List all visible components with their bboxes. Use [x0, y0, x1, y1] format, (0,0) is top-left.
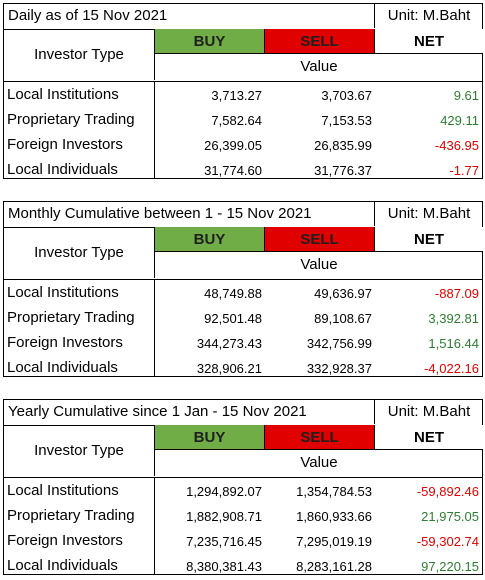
column-divider [154, 477, 155, 574]
value-header: Value [300, 256, 338, 273]
table-header: Investor Type BUY SELL NET Value [4, 227, 483, 280]
unit-label: Unit: M.Baht [374, 4, 483, 28]
net-value: 97,220.15 [421, 559, 479, 574]
table-title-row: Yearly Cumulative since 1 Jan - 15 Nov 2… [4, 400, 482, 426]
value-header: Value [300, 454, 338, 471]
table-header: Investor Type BUY SELL NET Value [4, 425, 483, 478]
table-header: Investor Type BUY SELL NET Value [4, 29, 483, 82]
yearly-table: Yearly Cumulative since 1 Jan - 15 Nov 2… [3, 399, 483, 575]
buy-value: 7,235,716.45 [186, 534, 262, 549]
net-value: -1.77 [449, 163, 479, 178]
buy-value: 31,774.60 [204, 163, 262, 178]
investor-type-header: Investor Type [4, 227, 155, 278]
investor-label: Local Institutions [7, 284, 119, 301]
unit-label: Unit: M.Baht [374, 202, 483, 226]
investor-type-header: Investor Type [4, 29, 155, 80]
daily-table: Daily as of 15 Nov 2021 Unit: M.Baht Inv… [3, 3, 483, 179]
sell-value: 31,776.37 [314, 163, 372, 178]
buy-value: 1,294,892.07 [186, 484, 262, 499]
investor-type-header: Investor Type [4, 425, 155, 476]
sell-value: 332,928.37 [306, 361, 372, 376]
column-divider [154, 81, 155, 178]
table-row: Local Institutions 1,294,892.07 1,354,78… [4, 478, 482, 503]
investor-label: Foreign Investors [7, 136, 123, 153]
table-title: Daily as of 15 Nov 2021 [8, 7, 168, 24]
investor-label: Proprietary Trading [7, 507, 135, 524]
investor-label: Proprietary Trading [7, 309, 135, 326]
table-row: Foreign Investors 344,273.43 342,756.99 … [4, 330, 482, 355]
table-row: Local Individuals 8,380,381.43 8,283,161… [4, 553, 482, 578]
buy-header: BUY [155, 227, 265, 252]
net-value: 9.61 [453, 88, 479, 103]
buy-value: 48,749.88 [204, 286, 262, 301]
table-title-row: Monthly Cumulative between 1 - 15 Nov 20… [4, 202, 482, 228]
sell-value: 7,295,019.19 [296, 534, 372, 549]
table-row: Proprietary Trading 7,582.64 7,153.53 42… [4, 107, 482, 132]
table-row: Proprietary Trading 1,882,908.71 1,860,9… [4, 503, 482, 528]
unit-label: Unit: M.Baht [374, 400, 483, 424]
net-value: -59,302.74 [416, 534, 479, 549]
sell-value: 7,153.53 [321, 113, 372, 128]
table-row: Local Individuals 328,906.21 332,928.37 … [4, 355, 482, 380]
sell-header: SELL [265, 227, 375, 252]
net-value: 21,975.05 [421, 509, 479, 524]
sell-value: 26,835.99 [314, 138, 372, 153]
buy-value: 3,713.27 [211, 88, 262, 103]
buy-value: 344,273.43 [196, 336, 262, 351]
table-title-row: Daily as of 15 Nov 2021 Unit: M.Baht [4, 4, 482, 30]
buy-value: 26,399.05 [204, 138, 262, 153]
buy-value: 8,380,381.43 [186, 559, 262, 574]
investor-label: Local Institutions [7, 86, 119, 103]
net-value: -436.95 [434, 138, 479, 153]
sell-value: 49,636.97 [314, 286, 372, 301]
net-header: NET [375, 29, 483, 54]
net-value: 429.11 [440, 113, 479, 128]
investor-label: Foreign Investors [7, 334, 123, 351]
monthly-table: Monthly Cumulative between 1 - 15 Nov 20… [3, 201, 483, 377]
table-row: Local Institutions 3,713.27 3,703.67 9.6… [4, 82, 482, 107]
sell-header: SELL [265, 29, 375, 54]
table-title: Monthly Cumulative between 1 - 15 Nov 20… [8, 205, 312, 222]
net-header: NET [375, 227, 483, 252]
buy-value: 92,501.48 [204, 311, 262, 326]
sell-value: 1,354,784.53 [296, 484, 372, 499]
sell-value: 8,283,161.28 [296, 559, 372, 574]
column-divider [154, 279, 155, 376]
sell-value: 342,756.99 [306, 336, 372, 351]
buy-value: 7,582.64 [211, 113, 262, 128]
investor-label: Local Individuals [7, 557, 118, 574]
investor-label: Local Individuals [7, 359, 118, 376]
net-header: NET [375, 425, 483, 450]
buy-value: 328,906.21 [196, 361, 262, 376]
investor-label: Proprietary Trading [7, 111, 135, 128]
net-value: -4,022.16 [424, 361, 479, 376]
table-row: Local Individuals 31,774.60 31,776.37 -1… [4, 157, 482, 182]
net-value: -59,892.46 [416, 484, 479, 499]
table-title: Yearly Cumulative since 1 Jan - 15 Nov 2… [8, 403, 307, 420]
sell-value: 89,108.67 [314, 311, 372, 326]
sell-value: 1,860,933.66 [296, 509, 372, 524]
sell-value: 3,703.67 [321, 88, 372, 103]
table-row: Foreign Investors 7,235,716.45 7,295,019… [4, 528, 482, 553]
net-value: 3,392.81 [428, 311, 479, 326]
buy-header: BUY [155, 425, 265, 450]
sell-header: SELL [265, 425, 375, 450]
table-row: Local Institutions 48,749.88 49,636.97 -… [4, 280, 482, 305]
buy-header: BUY [155, 29, 265, 54]
investor-label: Local Institutions [7, 482, 119, 499]
buy-value: 1,882,908.71 [186, 509, 262, 524]
investor-label: Foreign Investors [7, 532, 123, 549]
table-row: Proprietary Trading 92,501.48 89,108.67 … [4, 305, 482, 330]
table-row: Foreign Investors 26,399.05 26,835.99 -4… [4, 132, 482, 157]
value-header: Value [300, 58, 338, 75]
net-value: -887.09 [434, 286, 479, 301]
investor-label: Local Individuals [7, 161, 118, 178]
net-value: 1,516.44 [428, 336, 479, 351]
